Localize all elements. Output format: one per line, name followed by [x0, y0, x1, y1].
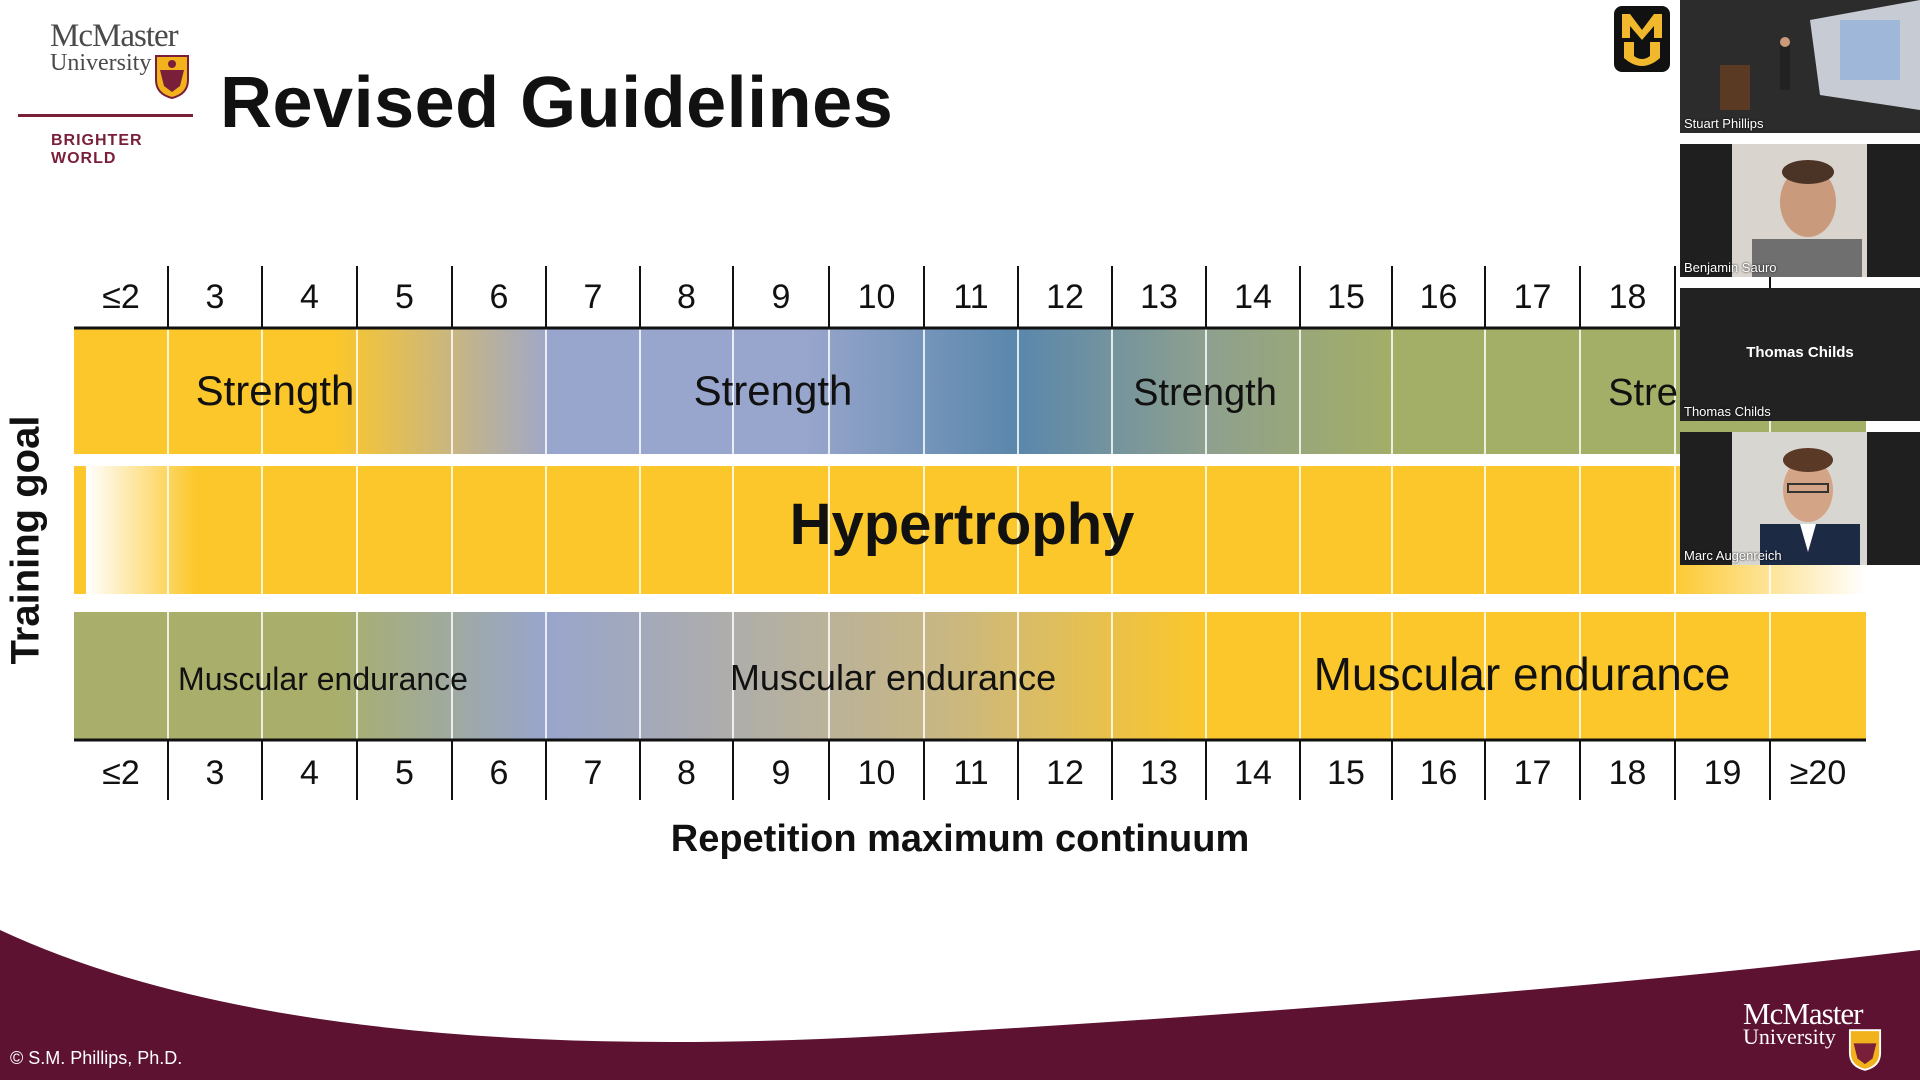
tick-label-top: 17 — [1513, 278, 1552, 316]
tick-label-bottom: 3 — [205, 754, 225, 792]
logo-tagline: BRIGHTER WORLD — [51, 132, 143, 167]
webcam-video — [1680, 432, 1920, 565]
tick-label-bottom: 8 — [677, 754, 696, 792]
segment-hypertrophy — [74, 466, 1866, 594]
tick-label-top: 18 — [1608, 278, 1647, 316]
footer-crest-icon — [1848, 1029, 1882, 1071]
segment-label: Muscular endurance — [178, 661, 468, 697]
participant-tile-thomas[interactable]: Thomas Childs Thomas Childs — [1680, 288, 1920, 421]
webcam-video — [1680, 144, 1920, 277]
tick-label-bottom: 14 — [1234, 754, 1272, 792]
tick-label-bottom: 18 — [1608, 754, 1647, 792]
tick-label-top: 8 — [677, 278, 696, 316]
tick-label-top: 7 — [583, 278, 603, 316]
participant-tile-benjamin[interactable]: Benjamin Sauro — [1680, 144, 1920, 277]
tick-label-top: 13 — [1140, 278, 1178, 316]
tick-label-bottom: 6 — [489, 754, 509, 792]
participant-placeholder-name: Thomas Childs — [1746, 344, 1854, 361]
tick-label-top: ≤2 — [102, 278, 140, 316]
participant-name: Thomas Childs — [1684, 404, 1771, 419]
segment-label: Muscular endurance — [1314, 648, 1731, 700]
tick-label-bottom: 13 — [1140, 754, 1178, 792]
tick-label-top: 16 — [1419, 278, 1458, 316]
tick-label-bottom: 19 — [1703, 754, 1742, 792]
mcmaster-logo: McMaster University BRIGHTER WORLD — [18, 16, 198, 167]
participant-tile-stuart[interactable]: Stuart Phillips — [1680, 0, 1920, 133]
crest-icon — [155, 55, 189, 100]
participant-name: Marc Augenreich — [1684, 548, 1782, 563]
footer-logo-line2: University — [1743, 1024, 1836, 1049]
copyright-text: © S.M. Phillips, Ph.D. — [10, 1048, 183, 1068]
logo-name-line1: McMaster — [50, 18, 179, 54]
tick-label-bottom: 16 — [1419, 754, 1458, 792]
segment-label: Muscular endurance — [730, 657, 1056, 698]
tick-label-bottom: ≤2 — [102, 754, 140, 792]
segment-label: Strength — [694, 367, 853, 414]
footer-mcmaster-logo: McMaster University — [1740, 996, 1910, 1076]
tick-label-bottom: 5 — [395, 754, 414, 792]
tick-label-top: 4 — [300, 278, 319, 316]
tick-label-bottom: 15 — [1327, 754, 1365, 792]
tick-label-top: 10 — [857, 278, 896, 316]
x-axis-label: Repetition maximum continuum — [670, 818, 1250, 860]
participant-name: Benjamin Sauro — [1684, 260, 1777, 275]
tick-label-top: 6 — [489, 278, 509, 316]
logo-divider — [18, 114, 193, 117]
segment-muscular-endurance — [74, 612, 546, 740]
footer-logo-line1: McMaster — [1743, 996, 1863, 1031]
participant-tile-marc[interactable]: Marc Augenreich — [1680, 432, 1920, 565]
tick-label-top: 5 — [395, 278, 414, 316]
participant-name: Stuart Phillips — [1684, 116, 1764, 131]
segment-strength — [546, 328, 1018, 454]
tick-label-bottom: 7 — [583, 754, 603, 792]
segment-label: Hypertrophy — [790, 492, 1135, 557]
lecture-hall-video — [1680, 0, 1920, 133]
tick-label-top: 3 — [205, 278, 225, 316]
tick-label-bottom: 12 — [1046, 754, 1084, 792]
tick-label-top: 15 — [1327, 278, 1365, 316]
slide-title: Revised Guidelines — [220, 63, 894, 143]
segment-label: Strength — [1133, 372, 1277, 414]
tick-label-bottom: 11 — [953, 754, 989, 792]
tick-label-top: 9 — [771, 278, 791, 316]
segment-strength — [74, 328, 546, 454]
segment-muscular-endurance — [1206, 612, 1866, 740]
tick-label-top: 14 — [1234, 278, 1272, 316]
tick-label-bottom: 9 — [771, 754, 791, 792]
tick-label-bottom: ≥20 — [1789, 754, 1847, 792]
tick-label-bottom: 4 — [300, 754, 319, 792]
logo-name-line2: University — [50, 50, 152, 76]
tick-label-top: 11 — [953, 278, 989, 316]
hypertrophy-fade-left — [86, 466, 196, 594]
footer-swoosh — [0, 930, 1920, 1080]
tick-label-bottom: 17 — [1513, 754, 1552, 792]
mizzou-logo-icon — [1614, 6, 1670, 72]
segment-muscular-endurance — [546, 612, 1206, 740]
segment-label: Strength — [196, 367, 355, 414]
tick-label-top: 12 — [1046, 278, 1084, 316]
tick-label-bottom: 10 — [857, 754, 896, 792]
